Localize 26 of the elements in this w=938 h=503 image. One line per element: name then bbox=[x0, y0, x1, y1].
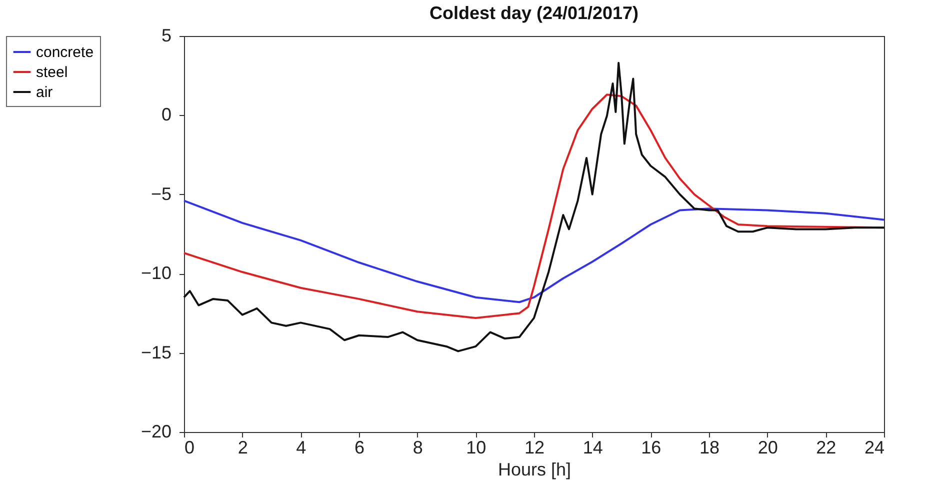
x-tick-label: 24 bbox=[864, 438, 884, 458]
line-series bbox=[183, 200, 885, 304]
x-tick-label: 18 bbox=[699, 438, 720, 458]
x-tick-label: 2 bbox=[238, 438, 248, 458]
x-axis-title: Hours [h] bbox=[498, 460, 572, 480]
x-tick-label: 6 bbox=[354, 438, 365, 458]
x-tick-label: 8 bbox=[412, 438, 423, 458]
x-tick-label: 22 bbox=[816, 438, 836, 458]
line-series bbox=[183, 62, 885, 352]
x-tick-label: 20 bbox=[758, 438, 778, 458]
chart-title: Coldest day (24/01/2017) bbox=[429, 3, 639, 23]
x-tick-label: 12 bbox=[524, 438, 545, 458]
y-tick-label: −10 bbox=[140, 263, 172, 284]
legend-label: air bbox=[36, 84, 53, 101]
y-tick-label: −20 bbox=[140, 422, 172, 442]
y-tick-label: −5 bbox=[150, 184, 172, 204]
y-tick-label: −15 bbox=[140, 342, 172, 362]
y-tick-label: 0 bbox=[161, 104, 172, 125]
legend-label: concrete bbox=[36, 44, 94, 61]
x-tick-label: 4 bbox=[296, 438, 306, 458]
legend-label: steel bbox=[36, 64, 68, 81]
x-tick-label: 10 bbox=[466, 438, 486, 458]
x-tick-label: 16 bbox=[641, 438, 662, 458]
x-tick-label: 0 bbox=[184, 438, 195, 458]
x-tick-label: 14 bbox=[582, 438, 603, 458]
y-tick-label: 5 bbox=[161, 26, 172, 46]
